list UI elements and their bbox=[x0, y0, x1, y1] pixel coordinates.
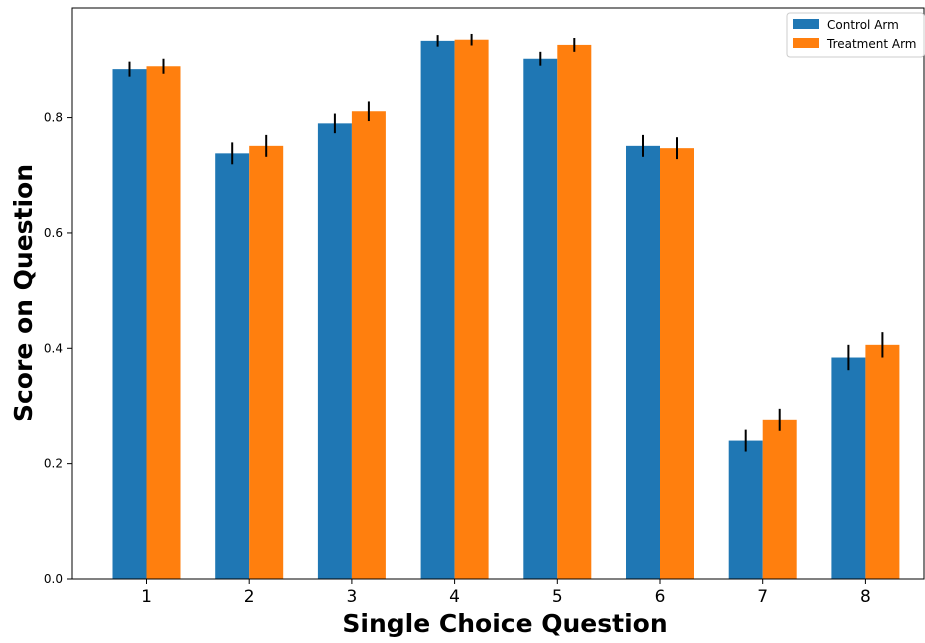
bar-control-arm-q3 bbox=[317, 123, 352, 579]
legend-label: Control Arm bbox=[827, 18, 899, 32]
bar-control-arm-q4 bbox=[420, 40, 455, 580]
bar-treatment-arm-q5 bbox=[557, 44, 592, 579]
x-tick-label: 2 bbox=[244, 587, 255, 607]
bar-control-arm-q8 bbox=[831, 357, 866, 579]
plot-area-frame bbox=[71, 7, 925, 580]
y-tick-label: 0.2 bbox=[44, 457, 63, 471]
bar-control-arm-q7 bbox=[728, 440, 763, 579]
x-tick-label: 5 bbox=[552, 587, 563, 607]
bar-treatment-arm-q1 bbox=[146, 66, 181, 579]
y-tick-label: 0.0 bbox=[44, 572, 63, 586]
legend-label: Treatment Arm bbox=[826, 37, 917, 51]
error-bars-layer bbox=[128, 33, 884, 452]
bar-control-arm-q1 bbox=[112, 69, 147, 579]
legend: Control Arm Treatment Arm bbox=[786, 12, 925, 58]
y-axis: 0.0 0.2 0.4 0.6 0.8 bbox=[44, 111, 72, 586]
y-tick-label: 0.4 bbox=[44, 341, 63, 355]
x-tick-label: 7 bbox=[757, 587, 768, 607]
bar-treatment-arm-q3 bbox=[351, 111, 386, 579]
x-tick-label: 1 bbox=[141, 587, 152, 607]
x-tick-label: 6 bbox=[655, 587, 666, 607]
x-tick-label: 4 bbox=[449, 587, 460, 607]
bar-treatment-arm-q8 bbox=[865, 344, 900, 579]
bar-control-arm-q2 bbox=[215, 153, 250, 579]
x-tick-label: 3 bbox=[346, 587, 357, 607]
legend-swatch bbox=[793, 38, 819, 48]
bars-layer bbox=[112, 39, 900, 580]
y-axis-title: Score on Question bbox=[9, 164, 38, 422]
bar-treatment-arm-q6 bbox=[660, 148, 694, 579]
y-tick-label: 0.8 bbox=[44, 111, 63, 125]
bar-treatment-arm-q2 bbox=[249, 145, 284, 579]
bar-treatment-arm-q7 bbox=[762, 419, 797, 579]
bar-treatment-arm-q4 bbox=[454, 39, 489, 579]
bar-control-arm-q6 bbox=[626, 145, 660, 579]
y-tick-label: 0.6 bbox=[44, 226, 63, 240]
x-tick-label: 8 bbox=[860, 587, 871, 607]
x-axis: 1 2 3 4 5 6 7 8 bbox=[141, 579, 871, 607]
bar-control-arm-q5 bbox=[523, 58, 558, 579]
x-axis-title: Single Choice Question bbox=[342, 609, 667, 638]
legend-swatch bbox=[793, 19, 819, 29]
legend-box bbox=[786, 12, 925, 58]
